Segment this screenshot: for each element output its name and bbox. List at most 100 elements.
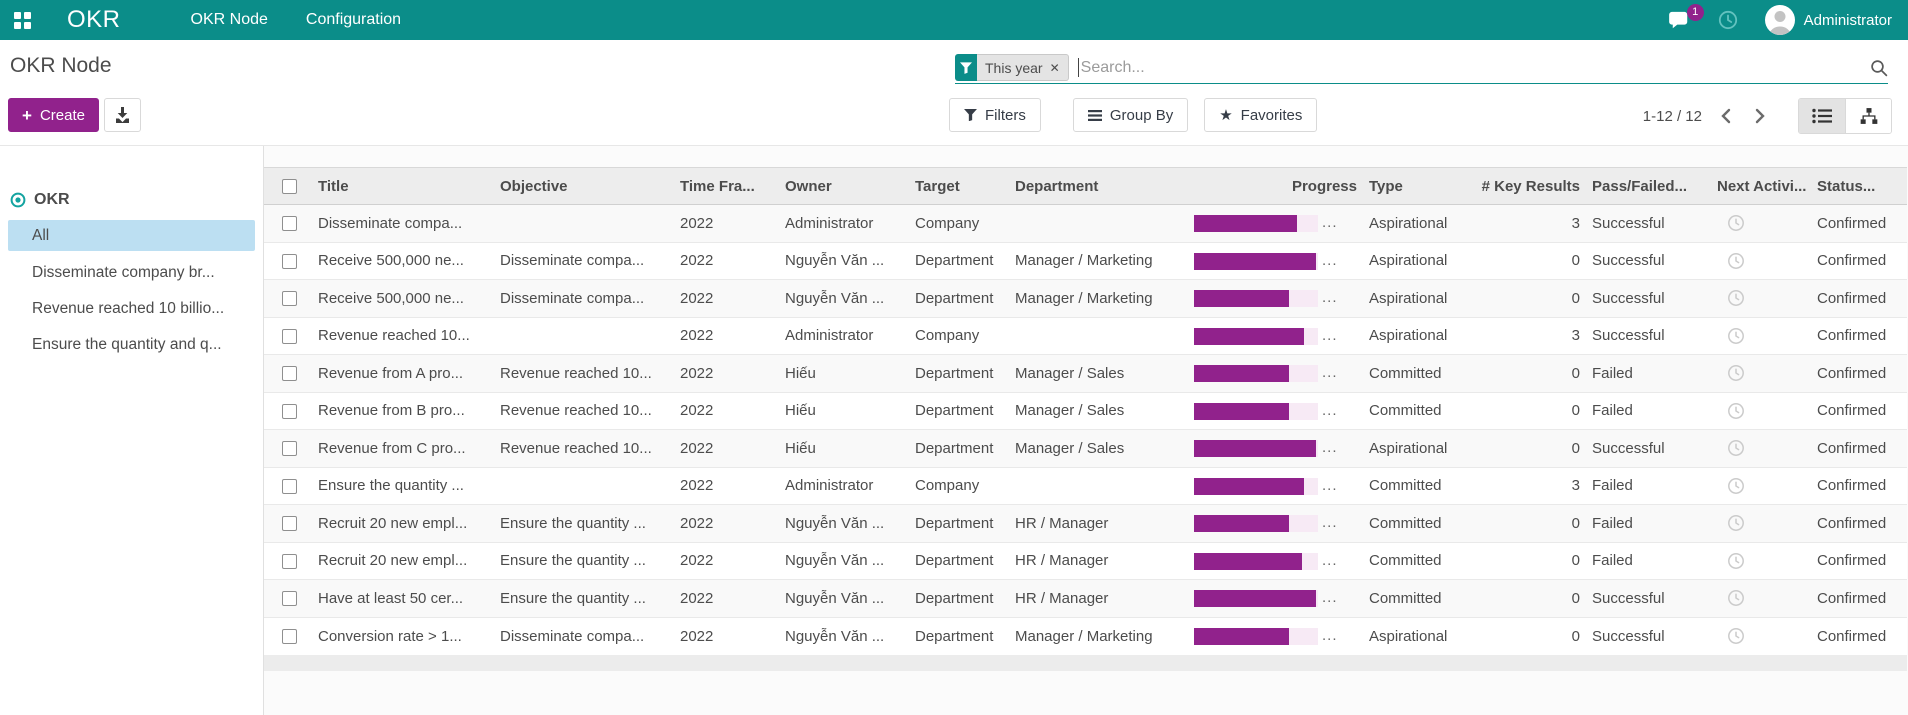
sidebar-item-ensure[interactable]: Ensure the quantity and q... <box>32 336 222 353</box>
row-checkbox[interactable] <box>281 553 297 569</box>
search-icon[interactable] <box>1870 59 1888 77</box>
column-owner[interactable]: Owner <box>781 167 911 205</box>
table-row[interactable]: Ensure the quantity ... 2022 Administrat… <box>264 466 1907 505</box>
cell-type: Committed <box>1365 541 1468 580</box>
table-row[interactable]: Revenue from A pro... Revenue reached 10… <box>264 354 1907 392</box>
plus-icon: + <box>22 105 32 125</box>
cell-status: Confirmed <box>1813 616 1907 655</box>
cell-next-activity[interactable] <box>1713 391 1813 430</box>
sidebar-item-revenue[interactable]: Revenue reached 10 billio... <box>32 300 225 317</box>
row-select-cell <box>264 354 314 392</box>
table-row[interactable]: Recruit 20 new empl... Ensure the quanti… <box>264 504 1907 542</box>
cell-next-activity[interactable] <box>1713 316 1813 355</box>
cell-time-frame: 2022 <box>676 429 781 467</box>
table-row[interactable]: Disseminate compa... 2022 Administrator … <box>264 204 1907 243</box>
cell-next-activity[interactable] <box>1713 279 1813 317</box>
sidebar-item-disseminate[interactable]: Disseminate company br... <box>32 264 215 281</box>
cell-next-activity[interactable] <box>1713 504 1813 542</box>
column-target[interactable]: Target <box>911 167 1011 205</box>
table-row[interactable]: Have at least 50 cer... Ensure the quant… <box>264 579 1907 617</box>
menu-okr-node[interactable]: OKR Node <box>190 11 268 28</box>
cell-next-activity[interactable] <box>1713 541 1813 580</box>
column-next-activity[interactable]: Next Activi... <box>1713 167 1813 205</box>
progress-bar <box>1194 215 1318 233</box>
cell-key-results: 0 <box>1468 391 1588 430</box>
cell-time-frame: 2022 <box>676 241 781 280</box>
cell-next-activity[interactable] <box>1713 354 1813 392</box>
cell-type: Aspirational <box>1365 616 1468 655</box>
cell-progress: ... <box>1188 616 1365 655</box>
column-type[interactable]: Type <box>1365 167 1468 205</box>
table-row[interactable]: Conversion rate > 1... Disseminate compa… <box>264 616 1907 655</box>
cell-progress: ... <box>1188 279 1365 317</box>
row-checkbox[interactable] <box>281 328 297 344</box>
row-checkbox[interactable] <box>281 591 297 607</box>
column-key-results[interactable]: # Key Results <box>1468 167 1588 205</box>
table-body: Disseminate compa... 2022 Administrator … <box>264 204 1907 655</box>
row-checkbox[interactable] <box>281 253 297 269</box>
row-checkbox[interactable] <box>281 629 297 645</box>
column-objective[interactable]: Objective <box>496 167 676 205</box>
group-by-button[interactable]: Group By <box>1072 98 1189 132</box>
cell-owner: Nguyễn Văn ... <box>781 579 911 617</box>
column-title[interactable]: Title <box>314 167 496 205</box>
table-row[interactable]: Revenue reached 10... 2022 Administrator… <box>264 316 1907 355</box>
cell-next-activity[interactable] <box>1713 205 1813 243</box>
cell-next-activity[interactable] <box>1713 429 1813 467</box>
cell-target: Company <box>911 466 1011 505</box>
filters-button[interactable]: Filters <box>949 98 1041 132</box>
select-all-checkbox[interactable] <box>281 179 297 195</box>
facet-remove-icon[interactable]: ✕ <box>1049 60 1060 75</box>
create-button[interactable]: + Create <box>8 98 99 132</box>
table-row[interactable]: Revenue from B pro... Revenue reached 10… <box>264 391 1907 430</box>
table-row[interactable]: Receive 500,000 ne... Disseminate compa.… <box>264 241 1907 280</box>
cell-next-activity[interactable] <box>1713 579 1813 617</box>
cell-objective: Disseminate compa... <box>496 279 676 317</box>
clock-icon <box>1727 402 1807 420</box>
row-checkbox[interactable] <box>281 366 297 382</box>
row-select-cell <box>264 616 314 655</box>
messages-button[interactable]: 1 <box>1668 3 1704 30</box>
column-time-frame[interactable]: Time Fra... <box>676 167 781 205</box>
sidebar-item-all[interactable]: All <box>8 220 255 251</box>
breadcrumb[interactable]: OKR Node <box>10 54 112 77</box>
progress-ellipsis: ... <box>1322 439 1338 457</box>
row-checkbox[interactable] <box>281 291 297 307</box>
row-checkbox[interactable] <box>281 516 297 532</box>
search-input[interactable]: Search... <box>1080 58 1145 76</box>
row-checkbox[interactable] <box>281 216 297 232</box>
activity-clock-icon[interactable] <box>1717 9 1739 31</box>
column-status[interactable]: Status... <box>1813 167 1907 205</box>
cell-next-activity[interactable] <box>1713 616 1813 655</box>
pager-previous-icon[interactable] <box>1716 104 1736 128</box>
hierarchy-view-button[interactable] <box>1845 99 1891 133</box>
cell-next-activity[interactable] <box>1713 241 1813 280</box>
clock-icon <box>1727 327 1807 345</box>
row-checkbox[interactable] <box>281 403 297 419</box>
column-progress[interactable]: Progress <box>1188 167 1365 205</box>
sidebar-root-okr[interactable]: OKR <box>0 190 263 210</box>
user-menu[interactable]: Administrator <box>1764 5 1892 35</box>
column-pass-failed[interactable]: Pass/Failed... <box>1588 167 1713 205</box>
list-view-button[interactable] <box>1799 99 1845 133</box>
menu-configuration[interactable]: Configuration <box>305 11 402 28</box>
export-button[interactable] <box>103 98 141 132</box>
cell-owner: Hiếu <box>781 354 911 392</box>
cell-time-frame: 2022 <box>676 579 781 617</box>
row-checkbox[interactable] <box>281 441 297 457</box>
favorites-button[interactable]: ★ Favorites <box>1204 98 1318 132</box>
progress-bar <box>1194 290 1318 308</box>
table-row[interactable]: Receive 500,000 ne... Disseminate compa.… <box>264 279 1907 317</box>
cell-next-activity[interactable] <box>1713 466 1813 505</box>
app-brand[interactable]: OKR <box>67 6 121 33</box>
apps-menu-icon[interactable] <box>14 11 31 29</box>
table-row[interactable]: Revenue from C pro... Revenue reached 10… <box>264 429 1907 467</box>
pager-next-icon[interactable] <box>1750 104 1770 128</box>
cell-time-frame: 2022 <box>676 541 781 580</box>
table-row[interactable]: Recruit 20 new empl... Ensure the quanti… <box>264 541 1907 580</box>
progress-bar <box>1194 590 1318 608</box>
search-bar[interactable]: This year ✕ Search... <box>955 52 1888 84</box>
cell-owner: Administrator <box>781 316 911 355</box>
row-checkbox[interactable] <box>281 478 297 494</box>
column-department[interactable]: Department <box>1011 167 1188 205</box>
